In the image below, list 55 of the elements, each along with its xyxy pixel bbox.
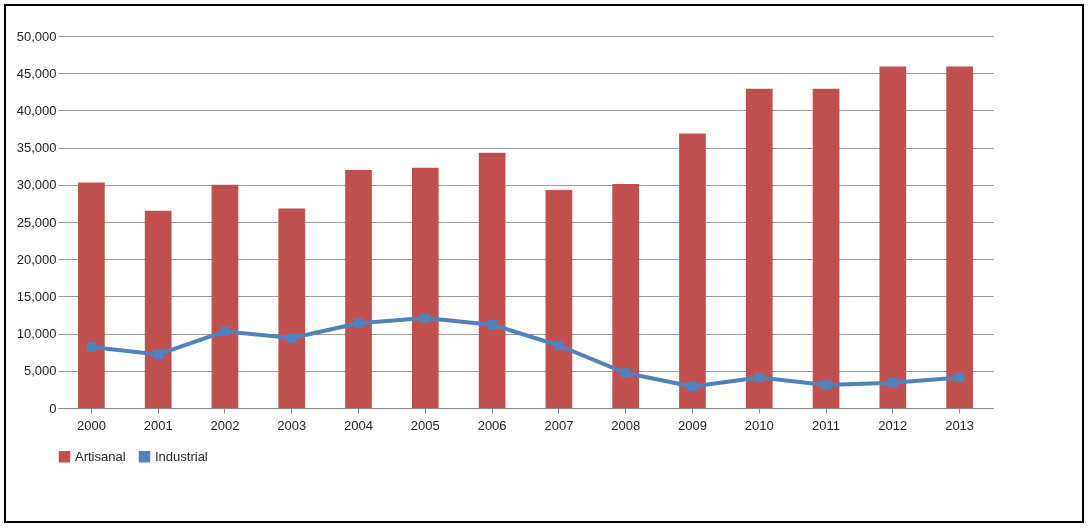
x-tick-label: 2013 (945, 417, 975, 433)
bar (78, 182, 105, 408)
bar (679, 133, 706, 408)
point (888, 377, 898, 388)
point (487, 319, 497, 330)
bar (612, 184, 640, 408)
x-tick-label: 2005 (410, 417, 440, 433)
y-tick-label: 20,000 (16, 251, 57, 267)
point (86, 342, 97, 352)
bar (545, 190, 573, 408)
y-tick-label: 45,000 (16, 65, 57, 81)
x-tick-label: 2002 (210, 417, 240, 433)
point (220, 326, 230, 337)
bar (812, 88, 840, 408)
bar (879, 66, 907, 408)
bar (411, 167, 439, 408)
y-tick-label: 25,000 (16, 214, 57, 230)
legend-label: Artisanal (75, 448, 126, 464)
bar (278, 208, 306, 408)
x-tick-label: 2008 (611, 417, 641, 433)
bar (211, 184, 239, 408)
x-tick-label: 2009 (678, 417, 707, 433)
y-tick-label: 50,000 (16, 28, 57, 44)
point (821, 380, 831, 390)
bar (946, 66, 973, 408)
y-tick-label: 10,000 (16, 326, 57, 342)
point (754, 372, 764, 383)
bar (478, 152, 506, 408)
x-tick-label: 2007 (544, 417, 574, 433)
legend-label: Industrial (155, 448, 208, 464)
bar (745, 88, 773, 408)
x-tick-label: 2006 (477, 417, 507, 433)
y-tick-label: 30,000 (16, 177, 57, 193)
bar (345, 169, 372, 408)
point (287, 333, 297, 343)
x-tick-label: 2010 (744, 417, 774, 433)
point (687, 381, 698, 392)
bar (144, 210, 172, 408)
y-tick-label: 40,000 (16, 102, 57, 118)
y-tick-label: 35,000 (16, 140, 57, 156)
point (620, 368, 631, 378)
x-tick-label: 2004 (344, 417, 373, 433)
x-tick-label: 2000 (76, 417, 106, 433)
y-tick-label: 5,000 (23, 363, 57, 379)
point (554, 340, 564, 351)
x-tick-label: 2012 (878, 417, 908, 433)
point (153, 349, 163, 360)
y-tick-label: 15,000 (16, 288, 57, 304)
point (353, 318, 364, 328)
x-tick-label: 2003 (277, 417, 307, 433)
point (954, 372, 965, 383)
y-tick-label: 0 (49, 400, 57, 416)
x-tick-label: 2001 (143, 417, 173, 433)
x-tick-label: 2011 (812, 417, 841, 433)
point (420, 313, 431, 323)
